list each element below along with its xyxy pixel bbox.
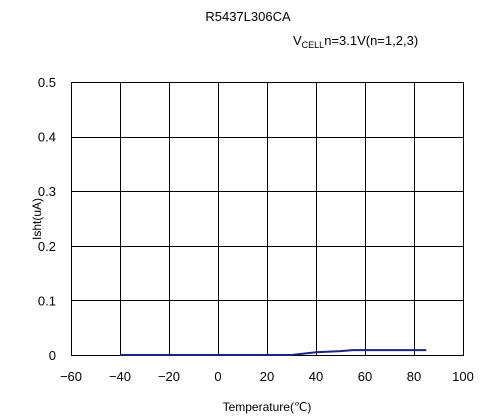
y-tick-label: 0.5 bbox=[38, 75, 56, 90]
y-tick-label: 0.4 bbox=[38, 130, 56, 145]
y-tick-label: 0.2 bbox=[38, 239, 56, 254]
y-axis-label: Isht(uA) bbox=[30, 198, 44, 240]
x-tick-label: 40 bbox=[309, 369, 323, 384]
chart-subtitle-prefix: V bbox=[293, 33, 302, 48]
y-axis-tick-labels: 0 0.1 0.2 0.3 0.4 0.5 bbox=[38, 75, 56, 363]
chart-title-group: R5437L306CA VCELLn=3.1V(n=1,2,3) bbox=[205, 9, 418, 50]
y-tick-label: 0.3 bbox=[38, 184, 56, 199]
x-axis-tick-labels: −60 −40 −20 0 20 40 60 80 100 bbox=[60, 369, 474, 384]
chart-subtitle-subscript: CELL bbox=[302, 40, 325, 50]
grid-lines bbox=[71, 82, 463, 355]
x-tick-label: 100 bbox=[452, 369, 474, 384]
x-tick-label: 0 bbox=[214, 369, 221, 384]
x-tick-label: 20 bbox=[260, 369, 274, 384]
x-tick-label: −20 bbox=[158, 369, 180, 384]
y-tick-label: 0 bbox=[49, 348, 56, 363]
x-tick-label: 80 bbox=[407, 369, 421, 384]
chart-subtitle-suffix: n=3.1V(n=1,2,3) bbox=[324, 33, 418, 48]
chart-subtitle: VCELLn=3.1V(n=1,2,3) bbox=[293, 33, 418, 50]
series-line bbox=[120, 349, 427, 356]
x-axis-label: Temperature(℃) bbox=[223, 400, 312, 414]
chart-title: R5437L306CA bbox=[205, 9, 291, 24]
x-tick-label: 60 bbox=[358, 369, 372, 384]
y-tick-label: 0.1 bbox=[38, 293, 56, 308]
series-layer bbox=[120, 349, 427, 356]
x-tick-label: −60 bbox=[60, 369, 82, 384]
x-tick-label: −40 bbox=[109, 369, 131, 384]
